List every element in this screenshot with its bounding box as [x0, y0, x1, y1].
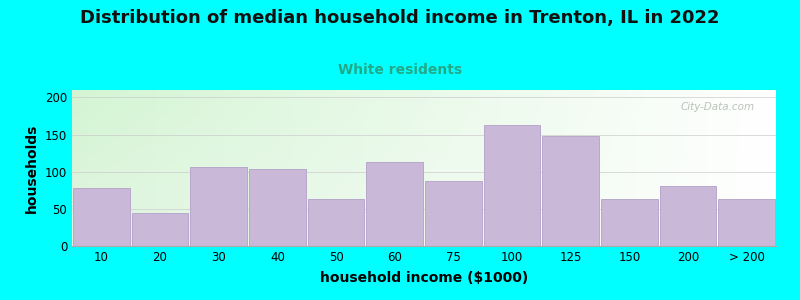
Text: White residents: White residents: [338, 63, 462, 77]
X-axis label: household income ($1000): household income ($1000): [320, 271, 528, 285]
Bar: [718, 199, 775, 246]
Bar: [131, 213, 189, 246]
Bar: [425, 181, 482, 246]
Bar: [366, 162, 423, 246]
Bar: [542, 136, 599, 246]
Text: Distribution of median household income in Trenton, IL in 2022: Distribution of median household income …: [80, 9, 720, 27]
Bar: [601, 199, 658, 246]
Bar: [307, 199, 365, 246]
Y-axis label: households: households: [26, 123, 39, 213]
Bar: [249, 169, 306, 246]
Bar: [190, 167, 247, 246]
Bar: [73, 188, 130, 246]
Text: City-Data.com: City-Data.com: [681, 103, 755, 112]
Bar: [483, 125, 541, 246]
Bar: [659, 186, 717, 246]
